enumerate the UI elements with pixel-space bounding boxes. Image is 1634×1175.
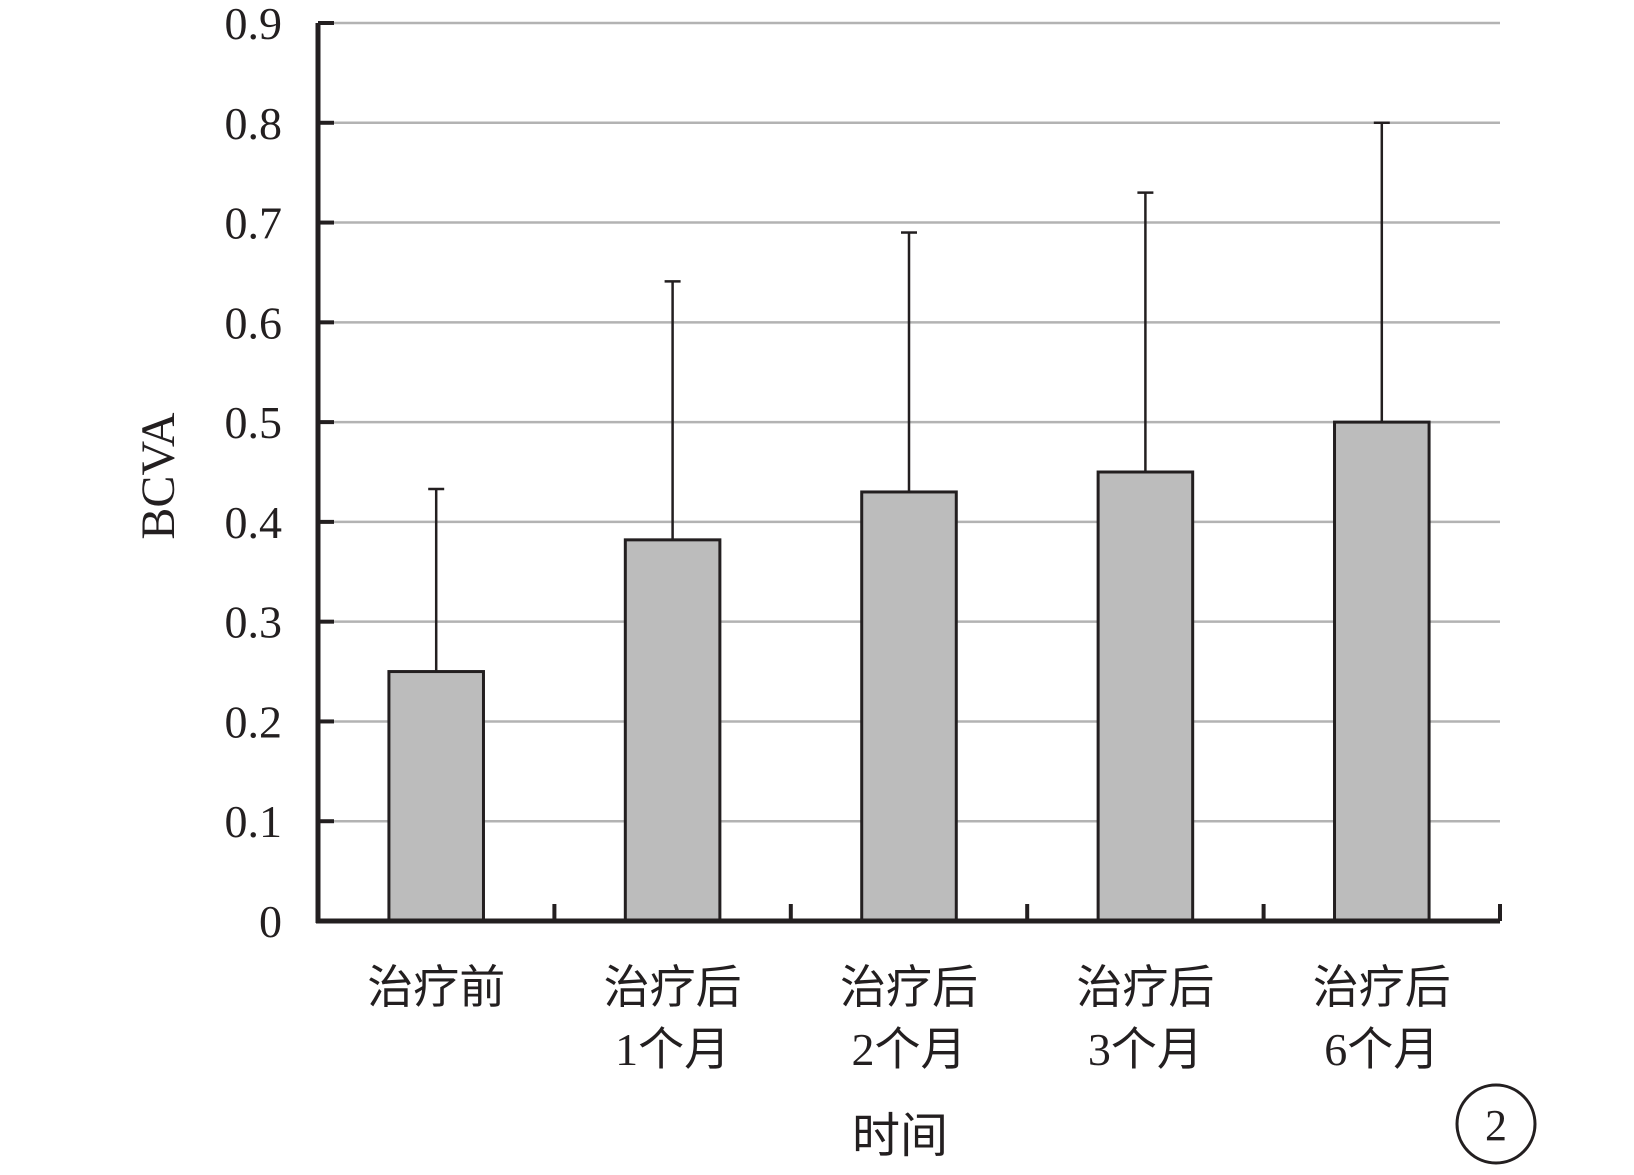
y-tick-label: 0.7: [225, 198, 283, 249]
y-tick-label: 0: [259, 896, 282, 947]
bar: [1333, 420, 1431, 923]
x-category-label: 6个月: [1324, 1024, 1439, 1075]
x-category-label: 1个月: [615, 1024, 730, 1075]
x-category-label: 2个月: [852, 1024, 967, 1075]
panel-label-circle: [1455, 1083, 1537, 1165]
x-category-label: 治疗后: [604, 962, 742, 1013]
y-tick-label: 0.1: [225, 796, 283, 847]
labels: 0 0.1 0.2 0.3 0.4 0.5 0.6 0.7 0.8 0.9 治疗前 治疗后 1个月 治疗后…: [225, 0, 1451, 1075]
y-tick-label: 0.9: [225, 0, 283, 49]
axes: [315, 21, 1502, 924]
y-tick-label: 0.4: [225, 497, 283, 548]
x-category-label: 治疗前: [367, 962, 505, 1013]
panel-label: 2: [1455, 1083, 1537, 1165]
x-category-label: 治疗后: [1313, 962, 1451, 1013]
bars: [387, 420, 1431, 923]
bar: [623, 538, 722, 923]
bar: [860, 490, 958, 923]
y-axis-title: BCVA: [132, 412, 185, 540]
x-category-label: 治疗后: [840, 962, 978, 1013]
bar: [387, 670, 485, 923]
y-tick-label: 0.2: [225, 696, 283, 747]
x-category-label: 治疗后: [1076, 962, 1214, 1013]
panel-label-text: 2: [1485, 1101, 1507, 1150]
x-category-label: 3个月: [1088, 1024, 1203, 1075]
x-axis-title: 时间: [852, 1110, 948, 1163]
y-tick-label: 0.5: [225, 397, 283, 448]
bar: [1096, 470, 1195, 923]
error-bars: [428, 121, 1390, 672]
y-tick-label: 0.6: [225, 297, 283, 348]
y-tick-label: 0.8: [225, 98, 283, 149]
y-tick-label: 0.3: [225, 597, 283, 648]
